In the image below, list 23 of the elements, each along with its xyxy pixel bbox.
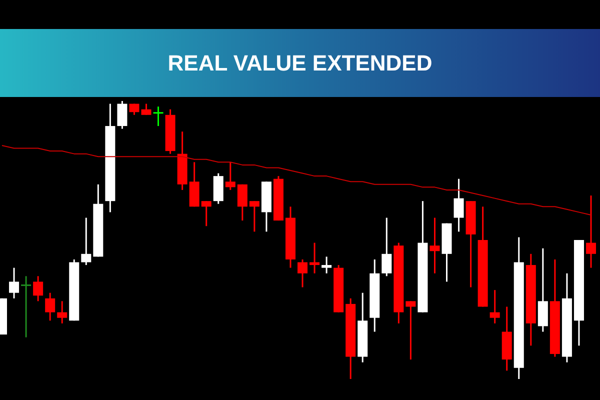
candlestick [322,256,332,274]
candlestick [249,200,260,232]
candlestick [454,178,464,232]
candlestick [33,275,44,302]
candlestick [430,217,440,274]
candlestick [45,292,56,322]
candlestick [490,289,500,324]
candlestick [406,300,416,360]
candlestick [237,184,248,222]
candlestick [153,106,164,127]
candlestick [382,217,392,277]
candlestick [586,194,596,269]
candlestick [141,103,152,116]
candlestick [117,100,128,130]
candlestick [57,300,68,324]
candlestick [201,200,212,227]
candlestick [310,242,320,274]
candlestick [225,161,236,191]
candlestick [298,258,308,288]
candlestick [21,275,32,338]
candlestick [81,217,92,266]
candlestick [9,267,20,300]
chart-title: REAL VALUE EXTENDED [168,50,432,76]
